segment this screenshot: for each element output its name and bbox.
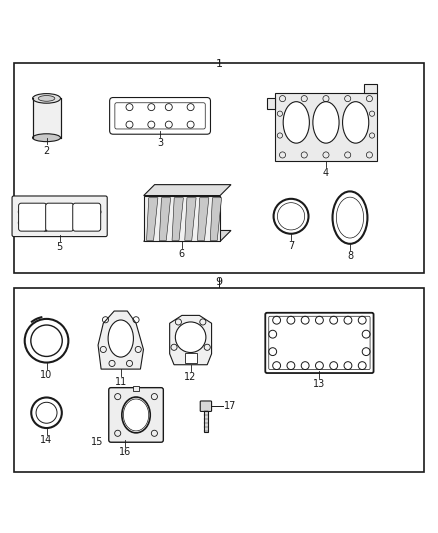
Polygon shape: [159, 198, 171, 240]
Text: 13: 13: [313, 379, 325, 389]
Bar: [184, 353, 197, 362]
Text: 12: 12: [184, 372, 197, 382]
Text: 3: 3: [157, 138, 163, 148]
Polygon shape: [98, 311, 144, 369]
Polygon shape: [185, 198, 196, 240]
Polygon shape: [144, 184, 231, 196]
Text: 11: 11: [115, 376, 127, 386]
Bar: [275, 93, 377, 160]
Bar: [204, 410, 208, 432]
Text: 2: 2: [43, 146, 49, 156]
Ellipse shape: [283, 102, 309, 143]
Ellipse shape: [343, 102, 369, 143]
FancyBboxPatch shape: [18, 203, 46, 231]
Bar: [134, 386, 139, 391]
Polygon shape: [198, 198, 209, 240]
FancyBboxPatch shape: [200, 401, 212, 411]
FancyBboxPatch shape: [46, 203, 74, 231]
Ellipse shape: [32, 134, 60, 142]
Ellipse shape: [32, 94, 60, 103]
Text: 4: 4: [323, 168, 329, 178]
Polygon shape: [172, 198, 184, 240]
Bar: [14, 63, 424, 273]
FancyBboxPatch shape: [12, 196, 107, 237]
Text: 15: 15: [91, 437, 103, 447]
Text: 8: 8: [347, 251, 353, 261]
Ellipse shape: [108, 320, 134, 357]
FancyBboxPatch shape: [73, 203, 101, 231]
Polygon shape: [170, 316, 212, 365]
Polygon shape: [147, 198, 158, 240]
Polygon shape: [144, 230, 231, 241]
Polygon shape: [267, 99, 275, 109]
Polygon shape: [364, 84, 377, 93]
Text: 17: 17: [224, 401, 237, 411]
Circle shape: [175, 322, 206, 352]
Polygon shape: [210, 198, 222, 240]
Bar: [14, 288, 424, 472]
Text: 6: 6: [179, 249, 185, 259]
Polygon shape: [144, 196, 220, 241]
Text: 5: 5: [57, 243, 63, 252]
Bar: [32, 99, 60, 138]
Text: 10: 10: [40, 370, 53, 380]
Text: 14: 14: [40, 435, 53, 446]
Text: 9: 9: [215, 277, 223, 287]
Ellipse shape: [313, 102, 339, 143]
FancyBboxPatch shape: [109, 387, 163, 442]
Ellipse shape: [122, 397, 150, 433]
Text: 1: 1: [215, 59, 223, 69]
Text: 16: 16: [119, 448, 131, 457]
Ellipse shape: [38, 95, 55, 101]
Text: 7: 7: [288, 241, 294, 251]
